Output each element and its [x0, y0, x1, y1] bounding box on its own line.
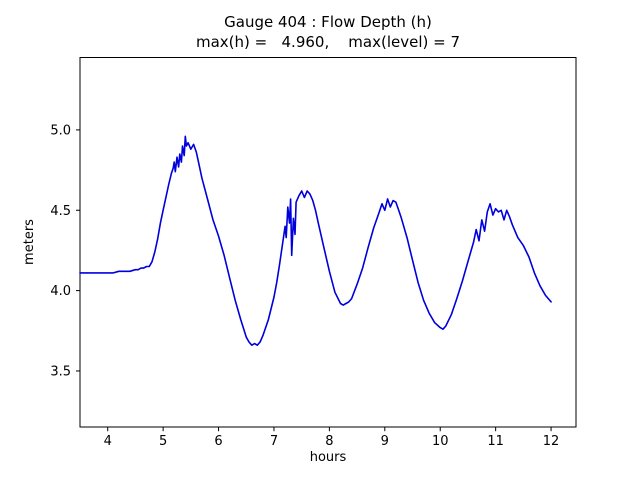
chart-title: Gauge 404 : Flow Depth (h) max(h) = 4.96…: [80, 12, 576, 52]
x-tick-label: 4: [104, 434, 112, 449]
x-tick-label: 5: [159, 434, 167, 449]
flow-depth-line: [79, 135, 552, 347]
chart-title-line1: Gauge 404 : Flow Depth (h): [224, 13, 432, 31]
x-tick-label: 6: [214, 434, 222, 449]
y-tick-label: 5.0: [50, 123, 71, 138]
x-tick-label: 12: [543, 434, 560, 449]
y-tick-label: 4.5: [50, 204, 71, 219]
chart-title-line2: max(h) = 4.960, max(level) = 7: [195, 33, 461, 51]
x-tick-label: 10: [432, 434, 449, 449]
x-tick-label: 9: [381, 434, 389, 449]
y-axis-ticks: 3.5 4.0 4.5 5.0: [50, 123, 80, 379]
x-tick-label: 11: [487, 434, 504, 449]
x-tick-label: 8: [325, 434, 333, 449]
x-axis-label: hours: [310, 450, 347, 465]
y-tick-label: 4.0: [50, 284, 71, 299]
y-axis-label: meters: [22, 219, 37, 265]
y-tick-label: 3.5: [50, 364, 71, 379]
x-tick-label: 7: [270, 434, 278, 449]
plot-border: [79, 57, 577, 428]
x-axis-ticks: 4 5 6 7 8 9 10 11 12: [104, 427, 560, 449]
